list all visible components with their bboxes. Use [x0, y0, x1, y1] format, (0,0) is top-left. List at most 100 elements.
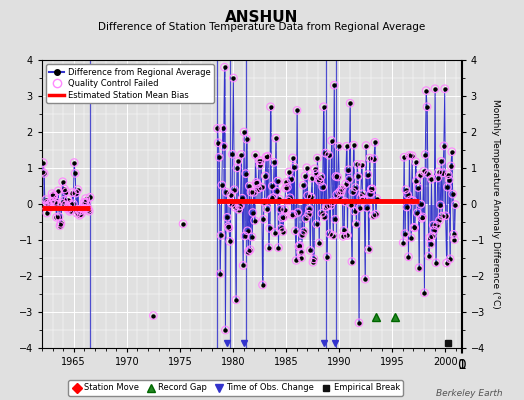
Point — [408, 152, 416, 159]
Point — [433, 175, 442, 181]
Point — [259, 216, 268, 222]
Point — [79, 206, 87, 212]
Point — [301, 173, 309, 179]
Point — [340, 227, 348, 234]
Point — [222, 189, 231, 196]
Point — [268, 183, 277, 189]
Point — [414, 184, 422, 191]
Point — [55, 214, 63, 220]
Point — [245, 183, 254, 189]
Point — [403, 192, 412, 198]
Point — [288, 212, 296, 218]
Point — [278, 215, 286, 221]
Point — [329, 232, 337, 239]
Point — [290, 164, 299, 170]
Point — [316, 178, 324, 185]
Point — [367, 186, 376, 192]
Text: Berkeley Earth: Berkeley Earth — [436, 389, 503, 398]
Point — [324, 202, 332, 209]
Point — [427, 176, 435, 182]
Point — [437, 158, 445, 164]
Point — [84, 206, 93, 213]
Point — [255, 158, 263, 164]
Point — [248, 209, 257, 216]
Point — [332, 173, 340, 180]
Point — [269, 194, 277, 201]
Point — [439, 170, 447, 176]
Point — [262, 154, 270, 160]
Point — [227, 200, 236, 207]
Point — [264, 153, 272, 159]
Point — [321, 150, 330, 156]
Point — [48, 190, 56, 197]
Point — [342, 143, 351, 150]
Point — [299, 182, 308, 188]
Point — [443, 184, 452, 190]
Point — [280, 214, 288, 220]
Point — [363, 204, 371, 211]
Point — [237, 151, 246, 158]
Point — [50, 192, 58, 199]
Point — [401, 230, 409, 237]
Point — [308, 175, 316, 181]
Point — [179, 221, 187, 227]
Point — [356, 204, 364, 211]
Point — [409, 198, 417, 204]
Point — [250, 218, 259, 224]
Point — [252, 152, 260, 158]
Point — [424, 171, 432, 177]
Point — [68, 190, 77, 196]
Point — [418, 215, 426, 222]
Point — [52, 214, 61, 220]
Point — [433, 222, 441, 229]
Point — [416, 172, 424, 178]
Point — [241, 233, 249, 239]
Point — [229, 75, 237, 81]
Point — [43, 200, 52, 206]
Point — [331, 216, 339, 222]
Point — [334, 174, 342, 180]
Point — [365, 155, 374, 161]
Point — [73, 186, 82, 193]
Point — [239, 262, 247, 269]
Point — [427, 241, 435, 248]
Point — [216, 271, 224, 277]
Point — [274, 244, 282, 251]
Point — [66, 208, 74, 214]
Text: ANSHUN: ANSHUN — [225, 10, 299, 25]
Point — [410, 224, 419, 231]
Point — [51, 198, 60, 204]
Point — [234, 158, 242, 165]
Point — [254, 186, 263, 192]
Point — [240, 129, 248, 135]
Point — [359, 197, 367, 203]
Point — [406, 197, 414, 203]
Point — [319, 184, 327, 190]
Point — [410, 224, 418, 230]
Point — [421, 151, 430, 158]
Point — [54, 188, 62, 194]
Point — [337, 188, 345, 195]
Point — [326, 202, 335, 209]
Point — [351, 184, 359, 191]
Point — [431, 86, 439, 92]
Point — [296, 242, 304, 249]
Point — [235, 203, 244, 209]
Point — [306, 247, 314, 254]
Point — [45, 202, 53, 209]
Point — [232, 297, 240, 303]
Point — [266, 104, 275, 110]
Point — [248, 234, 256, 240]
Point — [62, 188, 70, 195]
Point — [307, 194, 315, 200]
Point — [420, 290, 429, 296]
Point — [347, 201, 355, 208]
Point — [423, 104, 431, 110]
Point — [39, 159, 47, 166]
Point — [263, 206, 271, 212]
Point — [249, 189, 258, 196]
Point — [441, 86, 449, 92]
Point — [417, 201, 425, 207]
Point — [38, 168, 47, 175]
Point — [320, 104, 328, 110]
